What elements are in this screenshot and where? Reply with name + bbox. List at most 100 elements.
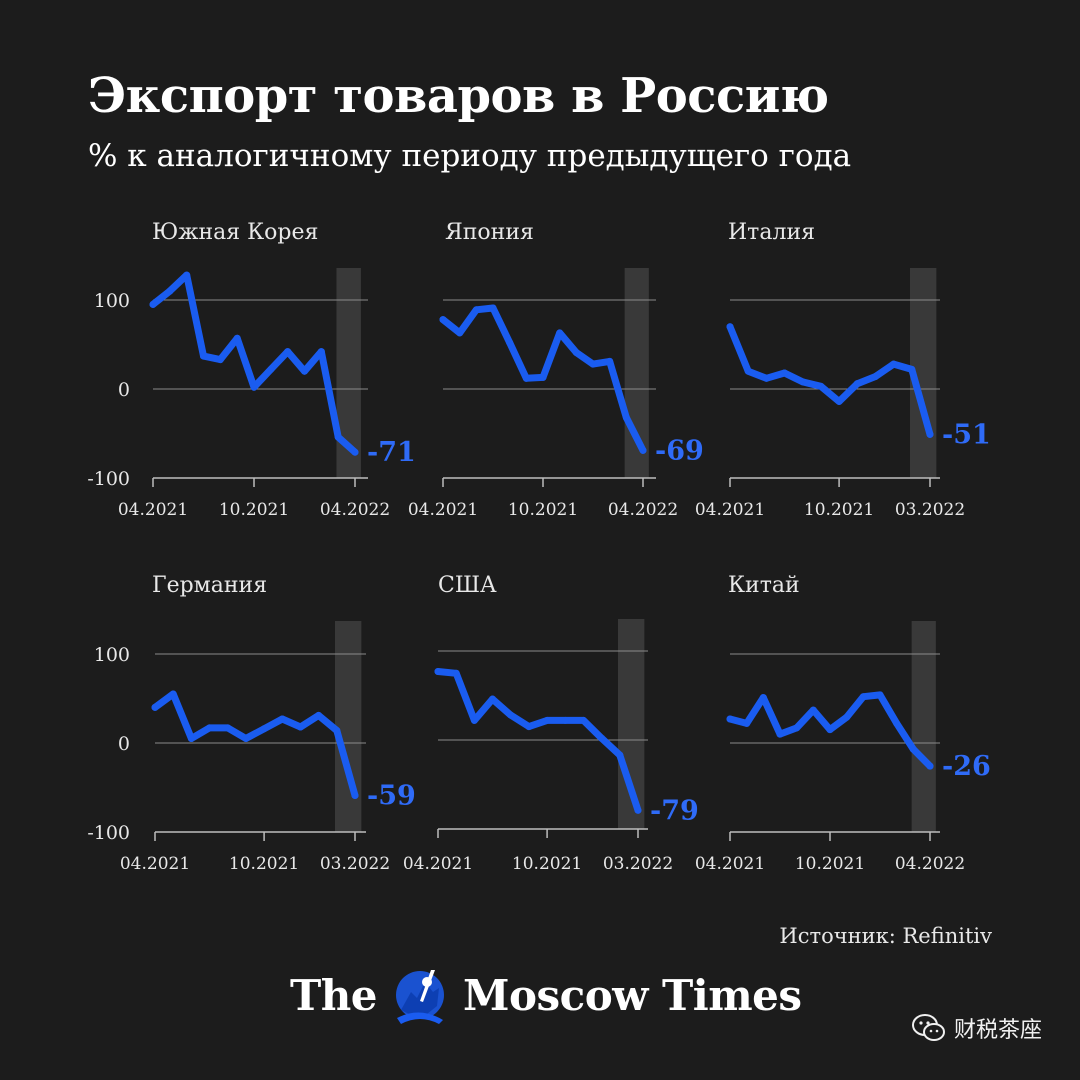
data-point-japan [622, 413, 630, 421]
x-tick-label-italy: 03.2022 [895, 500, 965, 520]
brand-logo: The Moscow Times [290, 962, 802, 1028]
data-point-japan [439, 316, 447, 324]
data-point-germany [169, 690, 177, 698]
x-tick-label-china: 04.2021 [695, 854, 765, 874]
panel-title-south-korea: Южная Корея [152, 220, 319, 245]
data-point-usa [434, 667, 442, 675]
data-point-italy [781, 369, 789, 377]
data-point-italy [762, 374, 770, 382]
last-value-label-china: -26 [942, 751, 991, 782]
data-point-usa [507, 711, 515, 719]
data-point-japan [589, 360, 597, 368]
data-point-germany [296, 723, 304, 731]
data-point-china [826, 726, 834, 734]
data-point-south-korea [149, 300, 157, 308]
panel-title-italy: Италия [728, 220, 815, 245]
x-tick-label-south-korea: 04.2021 [118, 500, 188, 520]
chart-subtitle: % к аналогичному периоду предыдущего год… [88, 138, 852, 174]
data-point-germany [224, 724, 232, 732]
x-tick-label-south-korea: 10.2021 [219, 500, 289, 520]
data-point-china [926, 762, 934, 770]
source-note: Источник: Refinitiv [779, 924, 992, 948]
data-point-germany [187, 735, 195, 743]
data-point-south-korea [216, 356, 224, 364]
panel-title-japan: Япония [445, 220, 534, 245]
data-point-italy [835, 397, 843, 405]
panel-title-germany: Германия [152, 573, 268, 598]
x-tick-label-italy: 04.2021 [695, 500, 765, 520]
data-point-italy [926, 430, 934, 438]
data-point-china [909, 745, 917, 753]
brand-name-the: The [290, 970, 378, 1020]
last-value-label-germany: -59 [367, 781, 416, 812]
y-tick-label-germany: 100 [94, 644, 130, 666]
data-point-italy [726, 323, 734, 331]
data-point-china [793, 724, 801, 732]
y-tick-label-germany: 0 [118, 733, 130, 755]
data-point-south-korea [233, 334, 241, 342]
data-point-china [809, 706, 817, 714]
data-point-germany [242, 735, 250, 743]
data-point-china [843, 713, 851, 721]
data-point-germany [206, 724, 214, 732]
brand-name-moscow-times: Moscow Times [463, 970, 802, 1020]
data-point-south-korea [351, 448, 359, 456]
data-point-usa [470, 716, 478, 724]
series-line-italy [726, 323, 934, 438]
data-point-japan [572, 349, 580, 357]
x-tick-label-japan: 10.2021 [508, 500, 578, 520]
wechat-icon [911, 1014, 945, 1041]
chart-title: Экспорт товаров в Россию [88, 68, 829, 124]
data-point-japan [556, 329, 564, 337]
data-point-usa [598, 734, 606, 742]
last-value-label-italy: -51 [942, 419, 991, 450]
data-point-italy [853, 380, 861, 388]
data-point-usa [616, 751, 624, 759]
y-tick-label-south-korea: 100 [94, 290, 130, 312]
data-point-south-korea [317, 348, 325, 356]
data-point-japan [639, 446, 647, 454]
data-point-japan [506, 339, 514, 347]
data-point-usa [634, 806, 642, 814]
y-tick-label-south-korea: 0 [118, 379, 130, 401]
data-point-japan [539, 373, 547, 381]
data-point-china [876, 691, 884, 699]
saint-george-emblem-icon [396, 970, 445, 1024]
data-point-italy [890, 360, 898, 368]
data-point-south-korea [301, 367, 308, 375]
series-line-germany [151, 690, 359, 799]
data-point-china [893, 719, 901, 727]
data-point-japan [489, 304, 497, 312]
x-tick-label-japan: 04.2021 [408, 500, 478, 520]
x-tick-label-china: 10.2021 [795, 854, 865, 874]
data-point-japan [456, 329, 464, 337]
x-tick-label-usa: 04.2021 [403, 854, 473, 874]
data-point-china [759, 694, 767, 702]
data-point-germany [315, 711, 323, 719]
data-point-germany [278, 715, 286, 723]
series-line-usa [434, 668, 642, 814]
data-point-usa [489, 695, 497, 703]
data-point-china [743, 719, 751, 727]
data-point-south-korea [284, 348, 292, 356]
last-value-label-japan: -69 [655, 435, 704, 466]
data-point-italy [799, 378, 807, 386]
x-tick-label-usa: 10.2021 [512, 854, 582, 874]
data-point-china [726, 715, 734, 723]
panel-title-china: Китай [728, 573, 800, 598]
data-point-germany [151, 703, 159, 711]
data-point-italy [871, 373, 879, 381]
x-tick-label-germany: 10.2021 [229, 854, 299, 874]
series-line-south-korea [149, 271, 359, 456]
data-point-south-korea [200, 352, 207, 360]
data-point-china [859, 693, 867, 701]
data-point-china [776, 730, 784, 738]
data-point-japan [606, 357, 614, 365]
last-value-label-south-korea: -71 [367, 437, 416, 468]
data-point-south-korea [183, 271, 191, 279]
data-point-usa [579, 716, 587, 724]
last-value-label-usa: -79 [650, 795, 699, 826]
x-tick-label-germany: 04.2021 [120, 854, 190, 874]
data-point-usa [543, 716, 551, 724]
y-tick-label-south-korea: -100 [87, 468, 130, 490]
